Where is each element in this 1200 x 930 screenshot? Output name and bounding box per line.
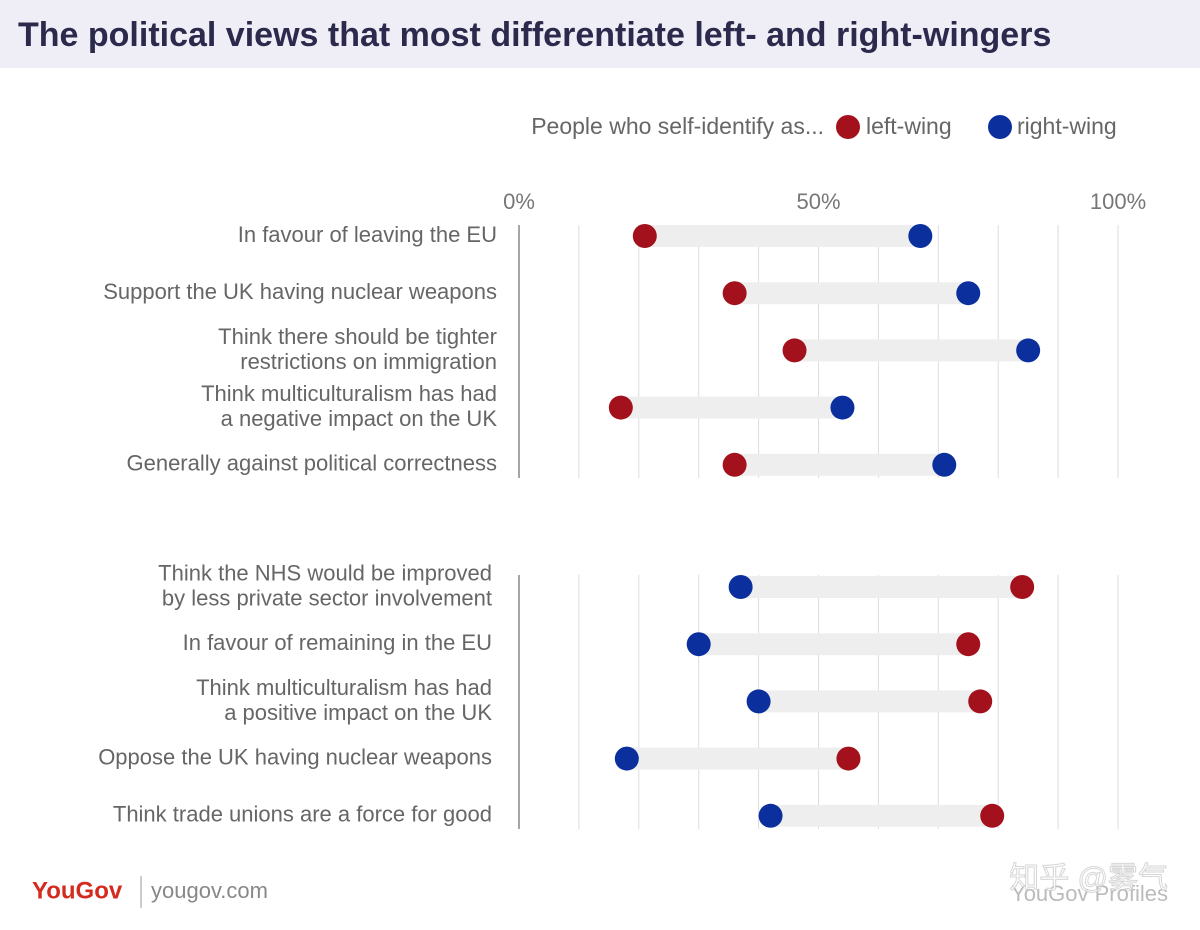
dot (908, 224, 933, 248)
x-tick-label: 50% (796, 189, 840, 214)
x-tick-label: 0% (503, 189, 535, 214)
category-label: Think multiculturalism has had a positive… (196, 675, 492, 725)
dot (746, 689, 771, 714)
dot (632, 224, 657, 248)
category-label: In favour of remaining in the EU (183, 630, 492, 655)
dot (836, 746, 861, 771)
legend-marker (988, 115, 1012, 139)
range-bar (620, 396, 843, 419)
source: YouGov Profiles (1011, 881, 1168, 906)
category-label: Think the NHS would be improved by less p… (158, 560, 492, 610)
watermark: 知乎 @雾气 (1009, 862, 1168, 895)
category-label: In favour of leaving the EU (238, 222, 497, 247)
range-bar (794, 339, 1029, 362)
dot (980, 803, 1005, 828)
legend-title: People who self-identify as... (531, 113, 824, 139)
title-bar (0, 0, 1200, 68)
x-tick-label: 100% (1090, 189, 1146, 214)
category-label: Oppose the UK having nuclear weapons (98, 744, 492, 769)
legend-label: left-wing (866, 113, 952, 139)
dot (722, 281, 747, 306)
range-bar (770, 804, 993, 827)
range-bar (698, 633, 969, 656)
dot (932, 452, 957, 477)
category-label: Think multiculturalism has had a negative… (201, 381, 497, 431)
range-bar (644, 225, 921, 247)
range-bar (740, 576, 1023, 598)
dot (758, 803, 783, 828)
dot (830, 395, 855, 420)
range-bar (734, 282, 969, 305)
dot (608, 395, 633, 420)
legend-marker (836, 115, 860, 139)
dot (728, 575, 753, 599)
category-label: Think trade unions are a force for good (113, 802, 492, 827)
dot (968, 689, 993, 714)
dot (956, 281, 981, 306)
dot (782, 338, 807, 363)
dot (1016, 338, 1041, 363)
legend-label: right-wing (1017, 113, 1117, 139)
dot (686, 632, 711, 657)
brand: YouGov (32, 877, 123, 904)
category-label: Generally against political correctness (126, 451, 497, 476)
dot (722, 452, 747, 477)
range-bar (734, 453, 945, 476)
dot (956, 632, 981, 657)
chart-title: The political views that most differenti… (18, 16, 1051, 54)
dot (614, 746, 639, 771)
website: yougov.com (151, 878, 268, 903)
category-label: Think there should be tighter restriction… (218, 324, 497, 374)
range-bar (758, 690, 981, 713)
category-label: Support the UK having nuclear weapons (103, 279, 497, 304)
dot (1010, 575, 1035, 599)
range-bar (626, 747, 849, 770)
